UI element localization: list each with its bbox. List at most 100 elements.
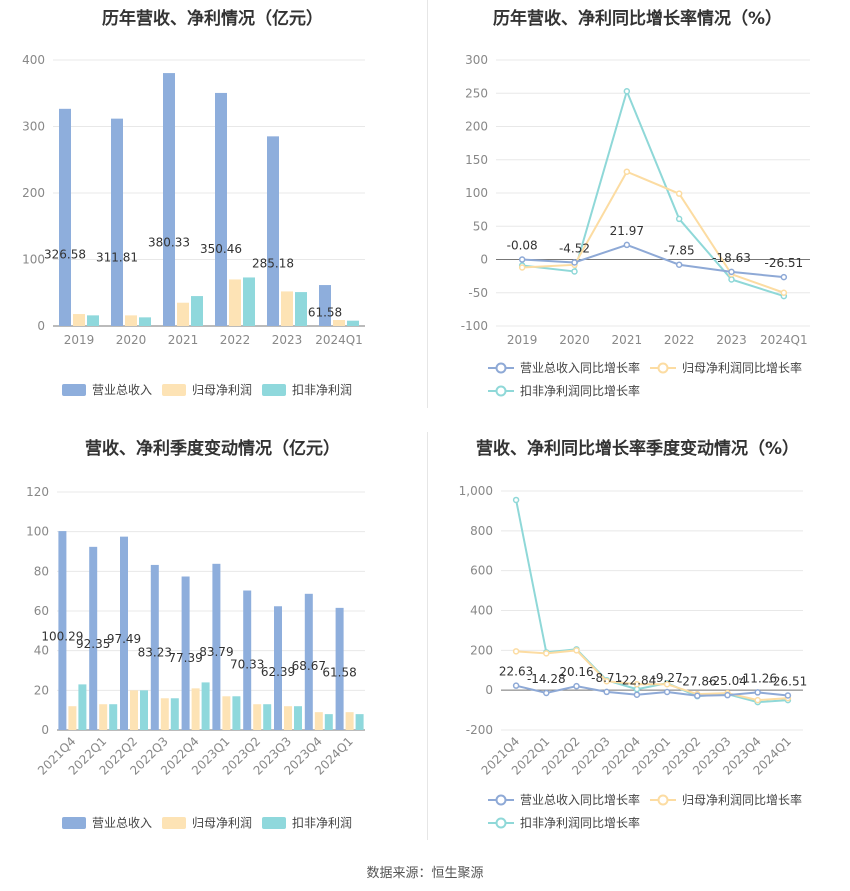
data-point bbox=[512, 682, 520, 689]
x-tick-label: 2022 bbox=[220, 333, 251, 347]
data-point bbox=[754, 696, 761, 704]
series-line-revenue-growth bbox=[522, 243, 784, 279]
data-label: -22.84 bbox=[618, 674, 657, 688]
data-point bbox=[780, 289, 788, 296]
bar-deducted-profit bbox=[191, 296, 203, 326]
data-label: -27.86 bbox=[678, 675, 717, 689]
series-line-revenue-growth bbox=[515, 684, 789, 697]
bar-parent-profit bbox=[99, 704, 108, 730]
bar-revenue bbox=[181, 576, 190, 730]
y-tick-label: 250 bbox=[465, 86, 488, 100]
panel-divider bbox=[427, 432, 428, 840]
bar-parent-profit bbox=[314, 712, 323, 730]
data-label: -0.08 bbox=[507, 239, 538, 253]
bar-revenue bbox=[58, 531, 67, 730]
bar-revenue bbox=[335, 607, 344, 730]
chart-title: 历年营收、净利同比增长率情况（%） bbox=[492, 9, 783, 29]
chart-title: 营收、净利同比增长率季度变动情况（%） bbox=[475, 439, 800, 459]
legend-label: 扣非净利润 bbox=[292, 383, 352, 397]
bar-deducted-profit bbox=[87, 315, 99, 326]
bar-parent-profit bbox=[284, 706, 292, 730]
data-point bbox=[623, 168, 631, 175]
data-point bbox=[573, 682, 580, 690]
data-point bbox=[754, 689, 761, 696]
legend-swatch bbox=[495, 794, 507, 806]
bar-revenue bbox=[274, 606, 282, 730]
x-tick-label: 2023 bbox=[716, 333, 747, 347]
y-tick-label: 1,000 bbox=[459, 484, 493, 498]
y-tick-label: 100 bbox=[22, 253, 45, 267]
legend-swatch bbox=[495, 385, 507, 397]
y-tick-label: 50 bbox=[473, 219, 488, 233]
y-tick-label: 0 bbox=[480, 253, 488, 267]
legend-swatch bbox=[62, 384, 86, 396]
quarterly-revenue-profit-panel: 营收、净利季度变动情况（亿元） 0 20 40 60 80 100 120 2021Q4 202… bbox=[0, 425, 425, 855]
legend-label: 归母净利润同比增长率 bbox=[682, 792, 802, 807]
data-label: 97.49 bbox=[107, 632, 141, 646]
y-tick-label: 300 bbox=[465, 53, 488, 67]
bar-deducted-profit bbox=[232, 696, 241, 730]
bar-parent-profit bbox=[160, 698, 169, 730]
data-point bbox=[518, 264, 526, 271]
bar-revenue bbox=[267, 136, 279, 326]
y-tick-label: 400 bbox=[22, 53, 45, 67]
data-point bbox=[675, 215, 683, 223]
data-point bbox=[675, 261, 683, 268]
legend-swatch bbox=[495, 362, 507, 374]
data-label: 21.97 bbox=[610, 224, 644, 238]
annual-revenue-profit-panel: 历年营收、净利情况（亿元） 0 100 200 300 400 2019 2020 2021 2… bbox=[0, 0, 425, 415]
y-tick-label: 0 bbox=[485, 683, 493, 697]
legend-swatch bbox=[162, 384, 186, 396]
y-tick-label: -100 bbox=[461, 319, 488, 333]
data-point bbox=[694, 692, 701, 699]
data-point bbox=[728, 268, 735, 276]
data-label: 100.29 bbox=[41, 630, 83, 644]
data-label: 83.79 bbox=[199, 645, 233, 659]
data-point bbox=[543, 650, 550, 657]
x-tick-label: 2020 bbox=[559, 333, 590, 347]
data-point bbox=[784, 692, 792, 699]
data-label: -4.52 bbox=[559, 242, 590, 256]
bar-deducted-profit bbox=[78, 684, 87, 730]
quarterly-growth-panel: 营收、净利同比增长率季度变动情况（%） -200 0 200 400 600 800 1,0… bbox=[425, 425, 850, 855]
series-line-parent-profit-growth bbox=[522, 170, 785, 294]
bar-deducted-profit bbox=[109, 704, 118, 730]
bar-deducted-profit bbox=[139, 317, 151, 326]
data-point bbox=[675, 190, 683, 197]
bar-parent-profit bbox=[229, 279, 241, 326]
bar-parent-profit bbox=[345, 712, 354, 730]
quarterly-line-chart: -20002004006008001,0002021Q42022Q12022Q2… bbox=[459, 484, 808, 830]
bar-revenue bbox=[111, 118, 123, 326]
legend-label: 扣非净利润同比增长率 bbox=[520, 383, 640, 398]
bar-parent-profit bbox=[130, 690, 138, 730]
annual-line-chart: -100 -50 0 50 100 150 200 250 300 2019 2020 2021 202… bbox=[461, 53, 810, 398]
data-label: 92.35 bbox=[76, 637, 110, 651]
data-point bbox=[512, 496, 520, 504]
data-point bbox=[512, 648, 520, 655]
data-label: 20.16 bbox=[559, 665, 593, 679]
bar-parent-profit bbox=[333, 320, 345, 326]
bar-deducted-profit bbox=[243, 277, 255, 326]
legend-swatch bbox=[62, 817, 86, 829]
bar-revenue bbox=[304, 593, 313, 730]
data-label: -8.71 bbox=[591, 671, 622, 685]
legend-label: 营业总收入同比增长率 bbox=[520, 360, 640, 375]
data-point bbox=[571, 268, 578, 275]
x-tick-label: 2021 bbox=[168, 333, 199, 347]
y-tick-label: 40 bbox=[34, 644, 49, 658]
bar-parent-profit bbox=[191, 688, 200, 730]
data-label: 350.46 bbox=[200, 242, 242, 256]
data-label: 83.23 bbox=[138, 645, 172, 659]
legend-label: 营业总收入同比增长率 bbox=[520, 792, 640, 807]
bar-deducted-profit bbox=[295, 292, 307, 326]
data-point bbox=[603, 677, 610, 685]
data-point bbox=[633, 680, 641, 688]
y-tick-label: 20 bbox=[34, 683, 49, 697]
x-tick-label: 2020 bbox=[116, 333, 147, 347]
chart-title: 营收、净利季度变动情况（亿元） bbox=[85, 439, 340, 459]
data-label: -7.85 bbox=[664, 244, 695, 258]
bar-revenue bbox=[120, 536, 128, 730]
y-tick-label: -200 bbox=[466, 723, 493, 737]
bar-parent-profit bbox=[73, 314, 85, 326]
data-label: 326.58 bbox=[44, 247, 86, 261]
